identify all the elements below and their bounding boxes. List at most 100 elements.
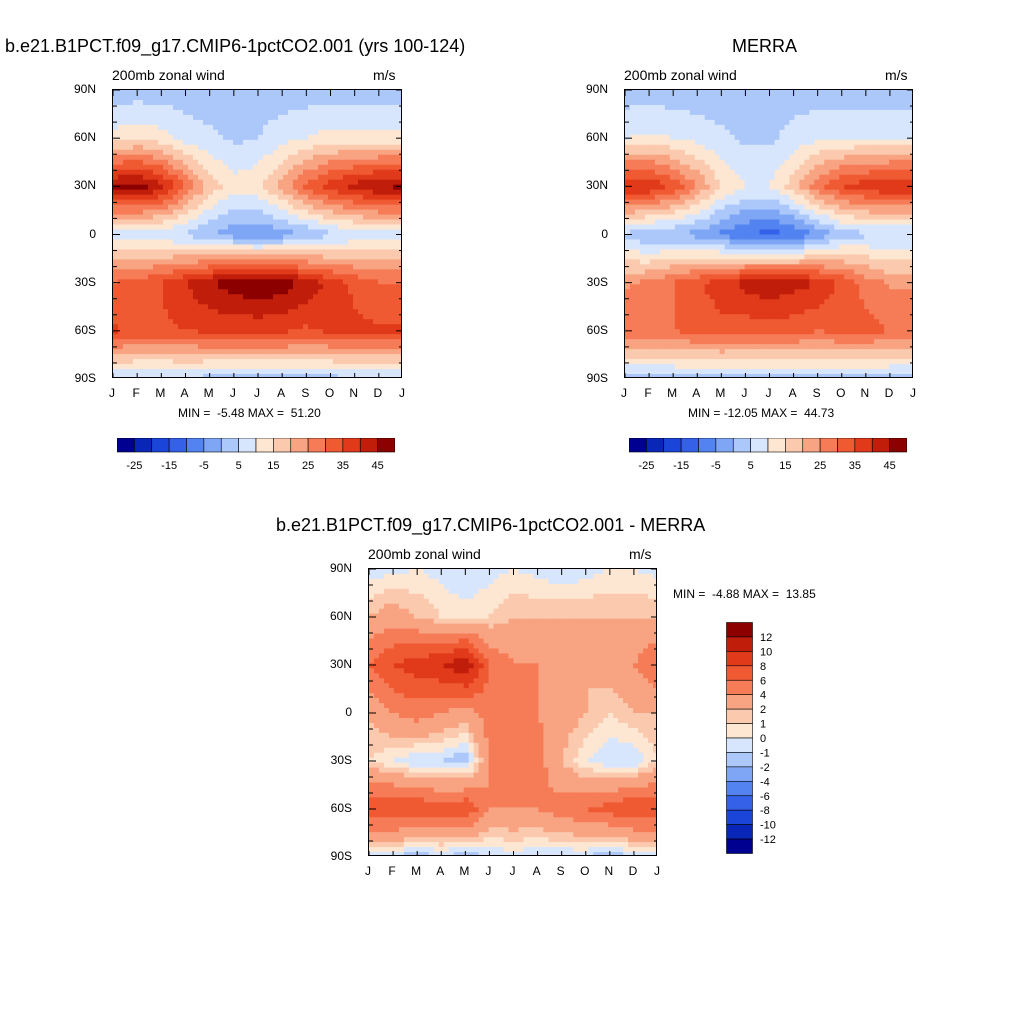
contour-cell: [629, 139, 636, 146]
contour-cell: [248, 364, 254, 370]
contour-cell: [378, 299, 384, 305]
contour-cell: [133, 134, 139, 141]
contour-cell: [764, 199, 771, 206]
contour-cell: [343, 344, 349, 350]
contour-cell: [904, 149, 910, 156]
contour-cell: [183, 194, 189, 201]
contour-cell: [659, 214, 666, 221]
contour-cell: [799, 94, 805, 101]
contour-cell: [398, 339, 401, 345]
contour-cell: [293, 209, 299, 216]
contour-cell: [203, 139, 209, 146]
contour-cell: [308, 234, 314, 241]
contour-cell: [213, 224, 219, 231]
contour-cell: [859, 209, 865, 216]
contour-cell: [243, 314, 249, 320]
contour-cell: [343, 189, 349, 196]
contour-cell: [814, 174, 820, 181]
contour-cell: [313, 209, 319, 216]
contour-cell: [113, 124, 119, 131]
contour-cell: [819, 184, 825, 191]
contour-cell: [734, 119, 741, 126]
contour-cell: [694, 174, 701, 181]
contour-cell: [183, 169, 189, 176]
contour-cell: [358, 204, 364, 211]
contour-cell: [208, 149, 214, 156]
contour-cell: [198, 374, 204, 377]
contour-cell: [248, 94, 254, 101]
contour-cell: [649, 134, 656, 141]
contour-cell: [203, 144, 209, 151]
contour-cell: [248, 329, 254, 335]
contour-cell: [203, 189, 209, 196]
contour-cell: [123, 189, 129, 196]
contour-cell: [318, 284, 324, 290]
contour-cell: [318, 364, 324, 370]
contour-cell: [278, 269, 284, 275]
contour-cell: [719, 129, 726, 136]
contour-cell: [133, 169, 139, 176]
contour-cell: [223, 214, 229, 221]
contour-cell: [684, 144, 691, 151]
contour-cell: [153, 189, 159, 196]
contour-cell: [373, 124, 379, 131]
contour-cell: [138, 314, 144, 320]
contour-cell: [203, 129, 209, 136]
contour-cell: [313, 279, 319, 285]
contour-cell: [158, 344, 164, 350]
contour-cell: [864, 104, 870, 111]
contour-cell: [293, 90, 299, 96]
contour-cell: [829, 149, 835, 156]
contour-cell: [298, 364, 304, 370]
contour-cell: [313, 149, 319, 156]
contour-cell: [218, 254, 224, 261]
contour-cell: [273, 329, 279, 335]
contour-cell: [188, 184, 194, 191]
contour-cell: [208, 269, 214, 275]
contour-cell: [278, 159, 284, 166]
contour-cell: [634, 214, 641, 221]
contour-cell: [153, 209, 159, 216]
contour-cell: [704, 124, 711, 131]
contour-cell: [348, 109, 354, 116]
contour-cell: [654, 174, 661, 181]
contour-cell: [308, 219, 314, 226]
contour-cell: [393, 244, 399, 251]
contour-cell: [383, 214, 389, 221]
contour-cell: [303, 94, 309, 101]
contour-cell: [904, 159, 910, 166]
contour-cell: [183, 224, 189, 231]
contour-cell: [749, 199, 756, 206]
contour-cell: [824, 179, 830, 186]
contour-cell: [273, 244, 279, 251]
contour-cell: [629, 144, 636, 151]
contour-cell: [734, 214, 741, 221]
contour-cell: [644, 209, 651, 216]
contour-cell: [208, 189, 214, 196]
contour-cell: [649, 99, 656, 106]
contour-cell: [278, 164, 284, 171]
contour-cell: [218, 244, 224, 251]
contour-cell: [268, 309, 274, 315]
contour-cell: [388, 139, 394, 146]
contour-cell: [293, 189, 299, 196]
contour-cell: [323, 369, 329, 375]
contour-cell: [779, 179, 786, 186]
contour-cell: [859, 90, 865, 96]
contour-cell: [784, 124, 791, 131]
contour-cell: [889, 159, 895, 166]
contour-cell: [388, 254, 394, 261]
contour-cell: [188, 349, 194, 355]
contour-cell: [353, 254, 359, 261]
contour-cell: [208, 244, 214, 251]
contour-cell: [263, 314, 269, 320]
contour-cell: [625, 129, 631, 136]
contour-cell: [128, 369, 134, 375]
contour-cell: [754, 204, 761, 211]
contour-cell: [263, 264, 269, 270]
contour-cell: [799, 154, 805, 161]
contour-cell: [148, 134, 154, 141]
contour-cell: [128, 134, 134, 141]
contour-cell: [158, 374, 164, 377]
contour-cell: [373, 224, 379, 231]
